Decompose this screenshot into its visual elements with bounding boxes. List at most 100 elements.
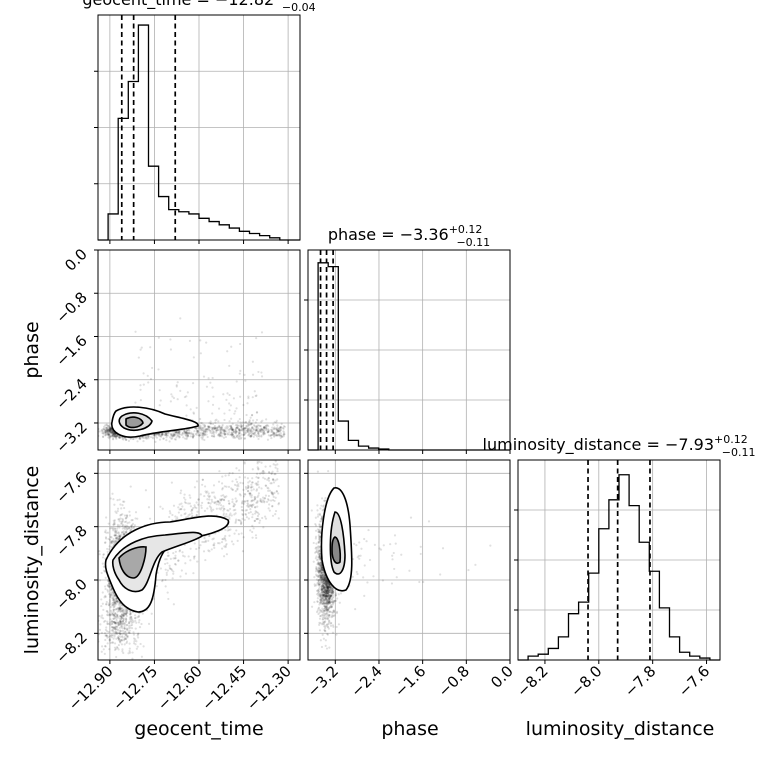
scatter-point xyxy=(170,348,172,350)
scatter-point xyxy=(255,510,257,512)
scatter-point xyxy=(114,519,116,521)
scatter-point xyxy=(175,557,177,559)
scatter-point xyxy=(103,553,105,555)
scatter-point xyxy=(249,508,251,510)
scatter-point xyxy=(179,503,181,505)
scatter-point xyxy=(273,436,275,438)
scatter-point xyxy=(110,593,112,595)
scatter-point xyxy=(250,434,252,436)
scatter-point xyxy=(157,368,159,370)
scatter-point xyxy=(212,404,214,406)
scatter-point xyxy=(200,432,202,434)
scatter-point xyxy=(243,374,245,376)
scatter-point xyxy=(109,618,111,620)
scatter-point xyxy=(105,626,107,628)
scatter-point xyxy=(259,498,261,500)
scatter-point xyxy=(216,427,218,429)
scatter-point xyxy=(179,575,181,577)
scatter-point xyxy=(263,429,265,431)
histogram-luminosity_distance xyxy=(518,475,720,660)
scatter-point xyxy=(249,529,251,531)
scatter-point xyxy=(118,520,120,522)
scatter-point xyxy=(274,421,276,423)
scatter-point xyxy=(139,384,141,386)
scatter-point xyxy=(246,402,248,404)
scatter-point xyxy=(139,389,141,391)
scatter-point xyxy=(165,569,167,571)
title-plus-luminosity_distance: +0.12 xyxy=(714,433,748,446)
scatter-point xyxy=(211,432,213,434)
scatter-point xyxy=(130,616,132,618)
scatter-point xyxy=(273,426,275,428)
scatter-point xyxy=(163,437,165,439)
scatter-point xyxy=(243,501,245,503)
scatter-point xyxy=(196,431,198,433)
scatter-point xyxy=(255,337,257,339)
scatter-point xyxy=(217,420,219,422)
scatter-point xyxy=(164,579,166,581)
scatter-point xyxy=(117,610,119,612)
scatter-point xyxy=(105,603,107,605)
scatter-point xyxy=(177,559,179,561)
scatter-point xyxy=(277,485,279,487)
scatter-point xyxy=(110,497,112,499)
scatter-point xyxy=(195,434,197,436)
scatter-point xyxy=(206,386,208,388)
scatter-point xyxy=(222,487,224,489)
scatter-point xyxy=(236,426,238,428)
scatter-point xyxy=(252,374,254,376)
scatter-point xyxy=(238,425,240,427)
scatter-point xyxy=(203,537,205,539)
scatter-point xyxy=(276,470,278,472)
scatter-point xyxy=(112,524,114,526)
scatter-point xyxy=(177,506,179,508)
scatter-point xyxy=(228,500,230,502)
scatter-point xyxy=(193,356,195,358)
scatter-point xyxy=(201,484,203,486)
scatter-point xyxy=(194,486,196,488)
scatter-point xyxy=(149,518,151,520)
scatter-point xyxy=(244,513,246,515)
scatter-point xyxy=(248,427,250,429)
scatter-point xyxy=(119,499,121,501)
scatter-point xyxy=(267,439,269,441)
scatter-point xyxy=(100,598,102,600)
scatter-point xyxy=(254,512,256,514)
scatter-point xyxy=(212,509,214,511)
scatter-point xyxy=(211,499,213,501)
scatter-point xyxy=(265,485,267,487)
scatter-point xyxy=(172,433,174,435)
scatter-point xyxy=(224,430,226,432)
scatter-point xyxy=(233,533,235,535)
scatter-point xyxy=(174,438,176,440)
scatter-point xyxy=(216,503,218,505)
scatter-point xyxy=(226,392,228,394)
scatter-point xyxy=(251,486,253,488)
scatter-point xyxy=(239,493,241,495)
scatter-point xyxy=(255,425,257,427)
scatter-point xyxy=(268,431,270,433)
scatter-point xyxy=(124,521,126,523)
scatter-point xyxy=(203,376,205,378)
scatter-point xyxy=(207,400,209,402)
scatter-point xyxy=(102,435,104,437)
scatter-point xyxy=(172,552,174,554)
scatter-point xyxy=(173,505,175,507)
scatter-point xyxy=(225,433,227,435)
scatter-point xyxy=(171,435,173,437)
scatter-point xyxy=(256,419,258,421)
scatter-point xyxy=(149,346,151,348)
scatter-point xyxy=(260,487,262,489)
scatter-point xyxy=(200,505,202,507)
scatter-point xyxy=(219,430,221,432)
scatter-point xyxy=(110,596,112,598)
scatter-point xyxy=(207,540,209,542)
scatter-point xyxy=(276,431,278,433)
scatter-point xyxy=(209,502,211,504)
scatter-point xyxy=(232,423,234,425)
scatter-point xyxy=(250,511,252,513)
scatter-point xyxy=(128,511,130,513)
scatter-point xyxy=(205,342,207,344)
scatter-point xyxy=(190,505,192,507)
scatter-point xyxy=(280,437,282,439)
